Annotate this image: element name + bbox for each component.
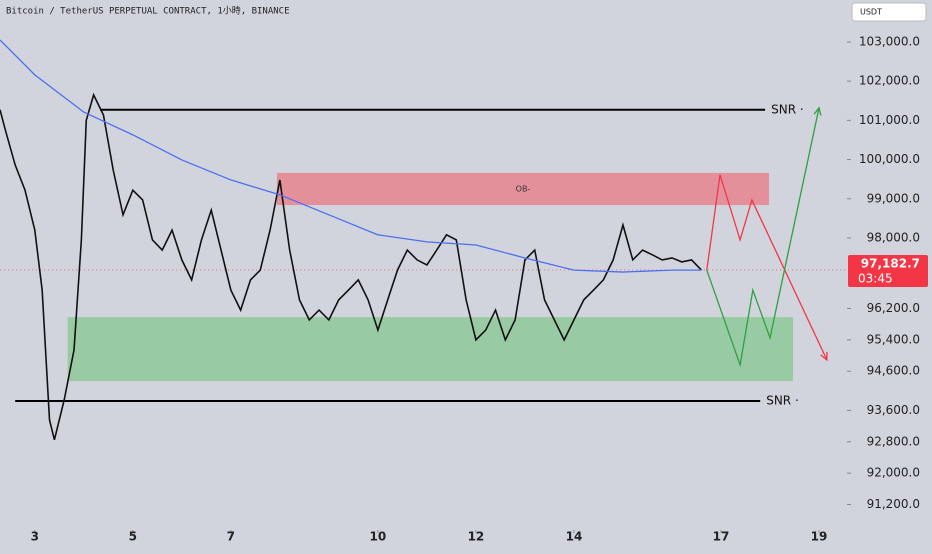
y-tick-label: 103,000.0 [859,34,920,48]
zone [67,317,794,382]
y-tick-label: 94,600.0 [867,364,920,378]
y-tick-label: 92,800.0 [867,434,920,448]
y-tick-label: 101,000.0 [859,113,920,127]
series-line [0,39,702,273]
currency-button[interactable] [851,2,927,22]
x-tick-label: 12 [468,530,485,544]
y-tick-label: 92,000.0 [867,466,920,480]
series-line [0,92,702,441]
series-line [706,107,820,368]
price-tag-countdown: 03:45 [858,271,893,285]
snr-label: SNR · [771,102,804,116]
price-tag-value: 97,182.7 [861,256,920,270]
y-tick-label: 93,600.0 [867,403,920,417]
x-tick-label: 10 [370,530,387,544]
series-line [706,174,828,361]
y-tick-label: 95,400.0 [867,332,920,346]
y-tick-label: 100,000.0 [859,152,920,166]
x-tick-label: 17 [713,530,730,544]
arrow-head [820,351,828,362]
chart-title: Bitcoin / TetherUS PERPETUAL CONTRACT, 1… [6,6,290,17]
y-tick-label: 102,000.0 [859,74,920,88]
zone [276,172,770,206]
y-tick-label: 99,000.0 [867,191,920,205]
x-tick-label: 3 [31,530,39,544]
x-tick-label: 7 [227,530,235,544]
y-tick-label: 98,000.0 [867,230,920,244]
x-tick-label: 19 [811,530,828,544]
snr-label: SNR · [766,394,799,408]
arrow-head [813,106,822,116]
y-tick-label: 96,200.0 [867,301,920,315]
y-tick-label: 91,200.0 [867,497,920,511]
x-tick-label: 5 [129,530,137,544]
zone-label: OB- [516,184,531,193]
x-tick-label: 14 [566,530,583,544]
currency-label[interactable]: USDT [860,8,882,17]
price-tag [848,254,928,287]
